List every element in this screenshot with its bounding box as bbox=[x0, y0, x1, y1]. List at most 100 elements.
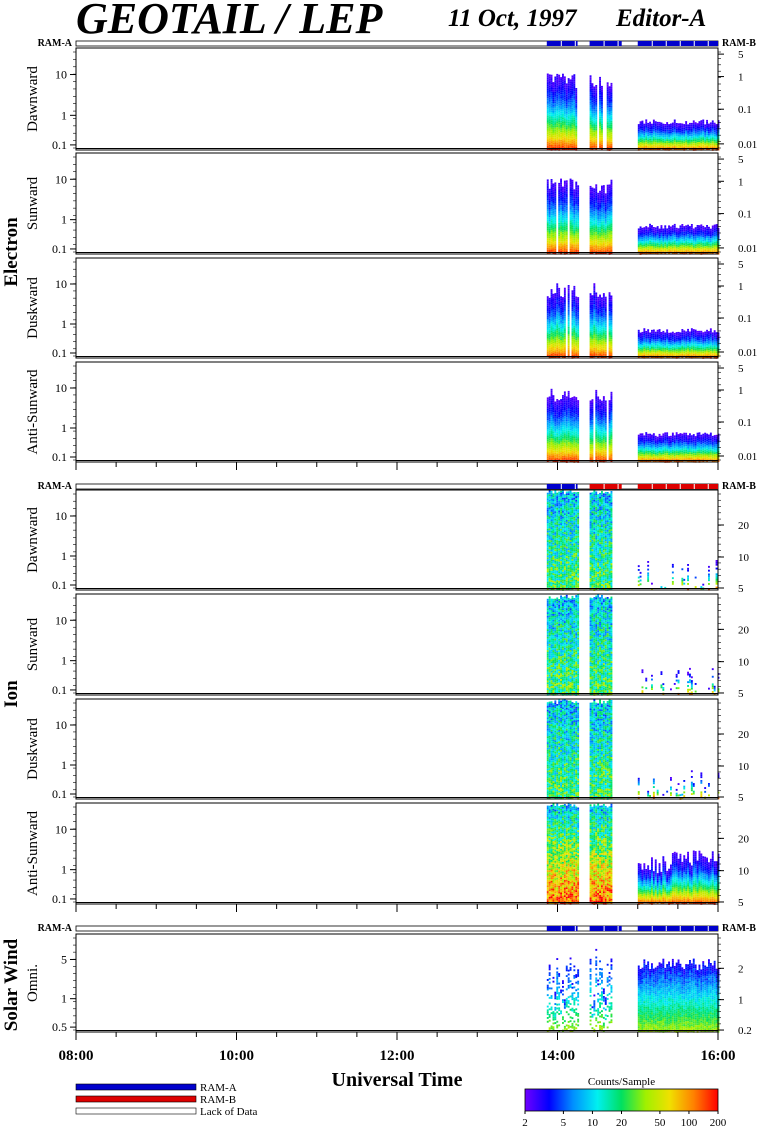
spectrogram-cell bbox=[654, 333, 657, 336]
spectrogram-cell bbox=[662, 249, 665, 252]
spectrogram-cell bbox=[595, 212, 598, 215]
spectrogram-cell bbox=[599, 311, 601, 314]
spectrogram-cell bbox=[563, 350, 566, 353]
spectrogram-cell bbox=[569, 245, 572, 247]
spectrogram-cell bbox=[558, 114, 561, 117]
spectrogram-cell bbox=[711, 238, 714, 241]
spectrogram-cell bbox=[569, 207, 572, 209]
spectrogram-cell bbox=[649, 127, 651, 130]
spectrogram-cell bbox=[681, 252, 684, 255]
spectrogram-cell bbox=[709, 232, 712, 235]
spectrogram-cell bbox=[673, 233, 676, 236]
spectrogram-cell bbox=[700, 235, 703, 238]
spectrogram-cell bbox=[548, 114, 551, 117]
spectrogram-cell bbox=[711, 341, 714, 344]
spectrogram-cell bbox=[577, 319, 580, 322]
spectrogram-cell bbox=[689, 348, 691, 351]
spectrogram-cell bbox=[599, 351, 601, 354]
spectrogram-cell bbox=[715, 345, 718, 348]
spectrogram-cell bbox=[593, 124, 596, 127]
spectrogram-cell bbox=[698, 334, 701, 337]
spectrogram-cell bbox=[679, 250, 682, 252]
spectrogram-cell bbox=[704, 124, 707, 127]
spectrogram-cell bbox=[608, 197, 611, 200]
spectrogram-cell bbox=[715, 143, 718, 145]
spectrogram-cell bbox=[706, 339, 708, 342]
spectrogram-cell bbox=[677, 247, 680, 250]
spectrogram-cell bbox=[573, 102, 576, 105]
spectrogram-cell bbox=[558, 99, 561, 102]
spectrogram-cell bbox=[567, 345, 570, 348]
spectrogram-cell bbox=[656, 352, 659, 355]
spectrogram-cell bbox=[595, 203, 598, 206]
spectrogram-cell bbox=[673, 353, 676, 356]
spectrogram-cell bbox=[677, 228, 680, 231]
spectrogram-cell bbox=[565, 113, 568, 116]
spectrogram-cell bbox=[637, 232, 640, 235]
spectrogram-cell bbox=[698, 145, 701, 148]
spectrogram-cell bbox=[604, 340, 607, 343]
spectrogram-cell bbox=[608, 218, 611, 221]
spectrogram-cell bbox=[606, 89, 609, 92]
spectrogram-cell bbox=[671, 244, 674, 247]
spectrogram-cell bbox=[664, 336, 667, 339]
spectrogram-cell bbox=[647, 227, 650, 230]
status-gap bbox=[651, 484, 653, 489]
spectrogram-cell bbox=[597, 331, 600, 333]
spectrogram-cell bbox=[565, 129, 568, 131]
spectrogram-cell bbox=[702, 129, 705, 131]
spectrogram-cell bbox=[670, 237, 672, 240]
spectrogram-cell bbox=[571, 345, 574, 348]
spectrogram-cell bbox=[560, 345, 562, 348]
spectrogram-cell bbox=[671, 343, 674, 345]
spectrogram-cell bbox=[593, 122, 596, 125]
spectrogram-cell bbox=[593, 232, 596, 234]
spectrogram-cell bbox=[552, 402, 555, 405]
spectrogram-cell bbox=[664, 127, 667, 130]
spectrogram-cell bbox=[575, 325, 578, 327]
spectrogram-cell bbox=[550, 186, 553, 189]
spectrogram-cell bbox=[563, 222, 566, 225]
spectrogram-cell bbox=[608, 292, 611, 295]
spectrogram-cell bbox=[563, 245, 566, 248]
spectrogram-cell bbox=[671, 348, 674, 351]
spectrogram-cell bbox=[546, 124, 549, 127]
spectrogram-cell bbox=[558, 325, 561, 328]
spectrogram-cell bbox=[560, 141, 562, 144]
spectrogram-cell bbox=[637, 356, 640, 359]
spectrogram-cell bbox=[652, 340, 655, 343]
spectrogram-cell bbox=[608, 347, 611, 350]
spectrogram-cell bbox=[573, 297, 576, 300]
spectrogram-cell bbox=[658, 243, 661, 246]
spectrogram-cell bbox=[556, 134, 559, 137]
spectrogram-cell bbox=[558, 118, 561, 121]
spectrogram-cell bbox=[652, 148, 655, 150]
spectrogram-cell bbox=[654, 125, 657, 127]
spectrogram-cell bbox=[599, 245, 601, 248]
spectrogram-cell bbox=[658, 340, 661, 343]
spectrogram-cell bbox=[562, 117, 564, 120]
spectrogram-cell bbox=[567, 294, 570, 297]
spectrogram-cell bbox=[575, 242, 578, 245]
spectrogram-cell bbox=[571, 297, 574, 300]
spectrogram-cell bbox=[664, 129, 667, 132]
spectrogram-cell bbox=[577, 306, 580, 309]
spectrogram-cell bbox=[548, 442, 551, 444]
spectrogram-cell bbox=[593, 338, 596, 341]
spectrogram-cell bbox=[641, 130, 644, 132]
spectrogram-cell bbox=[552, 339, 555, 342]
spectrogram-cell bbox=[577, 242, 580, 245]
spectrogram-cell bbox=[647, 134, 650, 137]
spectrogram-cell bbox=[597, 353, 600, 356]
spectrogram-cell bbox=[670, 230, 672, 233]
spectrogram-cell bbox=[599, 323, 601, 325]
spectrogram-cell bbox=[690, 243, 693, 245]
spectrogram-cell bbox=[608, 326, 611, 329]
spectrogram-cell bbox=[552, 110, 555, 113]
spectrogram-cell bbox=[597, 240, 600, 243]
spectrogram-cell bbox=[599, 315, 601, 318]
spectrogram-cell bbox=[589, 138, 592, 140]
spectrogram-cell bbox=[552, 295, 555, 298]
spectrogram-cell bbox=[563, 209, 566, 211]
spectrogram-cell bbox=[656, 127, 659, 130]
